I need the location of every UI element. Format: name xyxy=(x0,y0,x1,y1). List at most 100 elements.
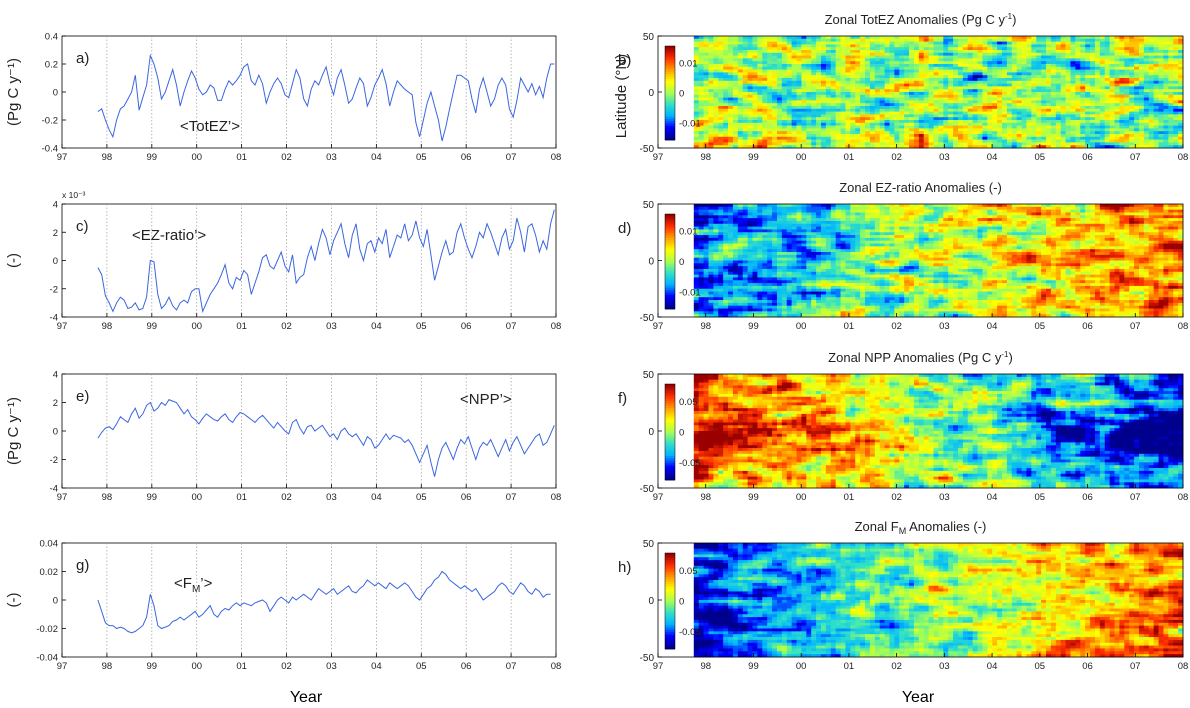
heatmap-cell xyxy=(987,215,993,219)
heatmap-cell xyxy=(816,72,822,76)
heatmap-cell xyxy=(909,136,915,140)
heatmap-cell xyxy=(933,128,939,132)
heatmap-cell xyxy=(1148,66,1155,70)
heatmap-cell xyxy=(703,108,709,112)
heatmap-cell xyxy=(762,134,768,138)
heatmap-cell xyxy=(894,61,900,65)
heatmap-cell xyxy=(820,220,827,225)
heatmap-cell xyxy=(781,36,788,40)
heatmap-cell xyxy=(713,128,719,132)
heatmap-cell xyxy=(1129,92,1135,96)
heatmap-cell xyxy=(972,75,978,79)
heatmap-cell xyxy=(938,89,944,93)
heatmap-cell xyxy=(1153,108,1159,112)
heatmap-cell xyxy=(889,61,895,65)
heatmap-cell xyxy=(874,106,881,110)
heatmap-cell xyxy=(1060,94,1066,98)
heatmap-cell xyxy=(1090,125,1096,129)
heatmap-cell xyxy=(825,72,832,76)
x-tick-label: 03 xyxy=(939,152,950,163)
heatmap-cell xyxy=(1031,131,1037,135)
heatmap-cell xyxy=(894,69,900,73)
heatmap-cell xyxy=(806,75,812,79)
heatmap-cell xyxy=(962,136,969,140)
heatmap-cell xyxy=(728,97,734,101)
heatmap-cell xyxy=(1065,64,1071,68)
heatmap-cell xyxy=(1065,142,1071,146)
heatmap-cell xyxy=(1143,89,1150,93)
heatmap-cell xyxy=(1070,218,1076,222)
heatmap-cell xyxy=(1055,80,1062,84)
heatmap-cell xyxy=(737,86,744,90)
heatmap-cell xyxy=(703,44,709,48)
heatmap-cell xyxy=(894,47,900,51)
heatmap-cell xyxy=(1031,72,1037,76)
x-tick-label: 99 xyxy=(147,492,158,503)
heatmap-cell xyxy=(820,66,827,70)
heatmap-cell xyxy=(757,134,763,138)
heatmap-cell xyxy=(806,204,812,208)
heatmap-cell xyxy=(992,117,998,121)
heatmap-cell xyxy=(972,55,978,59)
heatmap-cell xyxy=(1090,58,1096,62)
heatmap-cell xyxy=(1001,61,1008,65)
heatmap-cell xyxy=(791,204,797,208)
heatmap-cell xyxy=(1060,128,1066,132)
heatmap-cell xyxy=(1104,86,1111,90)
heatmap-cell xyxy=(767,89,773,93)
heatmap-cell xyxy=(967,215,974,219)
heatmap-cell xyxy=(728,142,734,146)
heatmap-cell xyxy=(1001,50,1008,54)
heatmap-cell xyxy=(1134,122,1140,126)
heatmap-cell xyxy=(869,66,876,70)
heatmap-cell xyxy=(977,64,983,68)
heatmap-cell xyxy=(1001,36,1008,40)
heatmap-cell xyxy=(1090,111,1096,115)
heatmap-cell xyxy=(1001,44,1008,48)
heatmap-cell xyxy=(811,103,817,107)
heatmap-cell xyxy=(928,50,934,54)
heatmap-cell xyxy=(762,66,768,70)
heatmap-cell xyxy=(698,86,704,90)
heatmap-cell xyxy=(1119,106,1125,110)
heatmap-cell xyxy=(732,75,739,79)
heatmap-cell xyxy=(869,80,876,84)
heatmap-cell xyxy=(708,128,714,132)
heatmap-cell xyxy=(1109,55,1115,59)
heatmap-cell xyxy=(1114,100,1120,104)
heatmap-cell xyxy=(840,212,846,216)
heatmap-cell xyxy=(1090,218,1096,222)
heatmap-cell xyxy=(791,209,797,213)
heatmap-cell xyxy=(972,220,978,225)
heatmap-cell xyxy=(1021,108,1027,112)
heatmap-cell xyxy=(884,44,890,48)
heatmap-cell xyxy=(718,44,724,48)
heatmap-cell xyxy=(796,139,802,143)
heatmap-cell xyxy=(913,47,920,51)
series-line xyxy=(97,570,551,634)
heatmap-cell xyxy=(811,128,817,132)
heatmap-cell xyxy=(962,100,969,104)
heatmap-cell xyxy=(860,36,866,40)
heatmap-cell xyxy=(1060,111,1066,115)
heatmap-cell xyxy=(767,75,773,79)
heatmap-cell xyxy=(1134,36,1140,40)
heatmap-cell xyxy=(830,61,837,65)
heatmap-cell xyxy=(869,75,876,79)
heatmap-cell xyxy=(737,69,744,73)
heatmap-cell xyxy=(1094,120,1101,124)
heatmap-cell xyxy=(1060,58,1066,62)
heatmap-cell xyxy=(732,97,739,101)
heatmap-cell xyxy=(703,38,709,42)
heatmap-cell xyxy=(776,89,783,93)
heatmap-cell xyxy=(962,89,969,93)
heatmap-cell xyxy=(708,111,714,115)
heatmap-cell xyxy=(1158,142,1164,146)
heatmap-cell xyxy=(928,206,934,211)
heatmap-cell xyxy=(825,55,832,59)
heatmap-cell xyxy=(1104,80,1111,84)
heatmap-cell xyxy=(835,206,841,211)
heatmap-cell xyxy=(938,114,944,118)
heatmap-cell xyxy=(962,94,969,98)
heatmap-cell xyxy=(1041,106,1047,110)
